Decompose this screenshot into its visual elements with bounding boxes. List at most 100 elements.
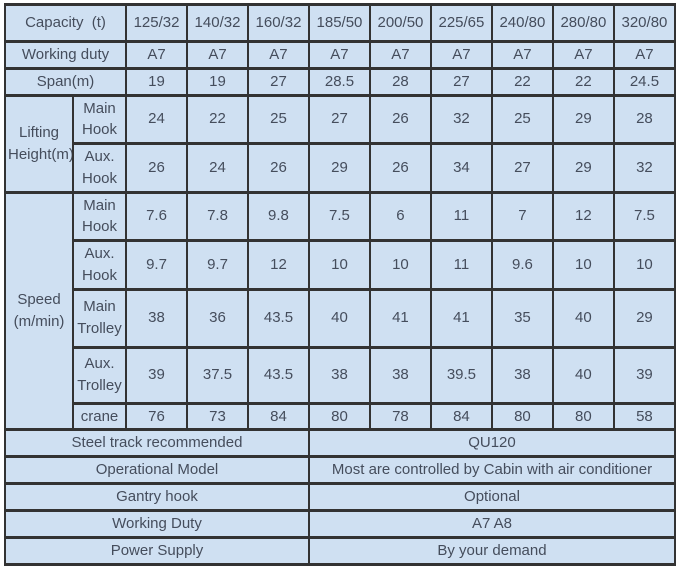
span-value: 22: [551, 66, 615, 97]
speed-crane-value: 78: [368, 401, 432, 432]
lifting-main-hook-row: Lifting Height(m) Main Hook 24 22 25 27 …: [4, 93, 677, 194]
span-label: Span(m): [3, 66, 128, 97]
speed-aux-hook-label: Aux. Hook: [71, 239, 128, 291]
lifting-main-hook-value: 32: [429, 93, 493, 145]
gantry-hook-row: Gantry hook Optional: [4, 482, 677, 513]
span-value: 22: [490, 66, 554, 97]
working-duty-value: A7: [246, 40, 310, 70]
speed-main-hook-value: 12: [551, 190, 615, 242]
gantry-hook-value: Optional: [307, 482, 677, 513]
speed-main-trolley-value: 40: [551, 287, 615, 349]
capacity-model-cell: 225/65: [429, 3, 493, 43]
speed-main-hook-value: 7.8: [186, 190, 249, 242]
lifting-aux-hook-row: Aux. Hook 26 24 26 29 26 34 27 29 32: [5, 142, 677, 194]
speed-main-trolley-value: 29: [612, 287, 677, 349]
lifting-main-hook-value: 25: [246, 93, 310, 145]
speed-main-trolley-row: Main Trolley 38 36 43.5 40 41 41 35 40 2…: [5, 287, 677, 349]
speed-main-hook-value: 7.6: [125, 190, 188, 242]
span-value: 19: [186, 66, 249, 97]
span-row: Span(m) 19 19 27 28.5 28 27 22 22 24.5: [3, 66, 677, 97]
span-value: 28.5: [307, 66, 371, 97]
power-supply-value: By your demand: [307, 536, 677, 566]
speed-aux-hook-row: Aux. Hook 9.7 9.7 12 10 10 11 9.6 10 10: [5, 239, 677, 291]
speed-crane-value: 84: [429, 401, 493, 432]
speed-main-trolley-value: 41: [368, 287, 432, 349]
working-duty-value: A7: [186, 40, 249, 70]
capacity-model-cell: 125/32: [125, 3, 188, 43]
steel-track-value: QU120: [307, 428, 677, 459]
speed-aux-trolley-value: 39: [125, 345, 188, 405]
speed-aux-hook-value: 12: [246, 239, 310, 291]
speed-aux-hook-value: 10: [368, 239, 432, 291]
speed-aux-trolley-row: Aux. Trolley 39 37.5 43.5 38 38 39.5 38 …: [5, 345, 677, 405]
speed-aux-hook-value: 10: [551, 239, 615, 291]
speed-group-label: Speed (m/min): [4, 190, 74, 432]
speed-crane-value: 80: [551, 401, 615, 432]
power-supply-row: Power Supply By your demand: [4, 536, 677, 566]
working-duty-footer-row: Working Duty A7 A8: [4, 509, 677, 540]
speed-aux-trolley-label: Aux. Trolley: [71, 345, 128, 405]
lifting-aux-hook-label: Aux. Hook: [71, 142, 128, 194]
working-duty-value: A7: [368, 40, 432, 70]
speed-aux-hook-value: 11: [429, 239, 493, 291]
speed-main-hook-value: 9.8: [246, 190, 310, 242]
span-value: 27: [429, 66, 493, 97]
lifting-aux-hook-value: 32: [612, 142, 677, 194]
speed-aux-trolley-value: 37.5: [186, 345, 249, 405]
working-duty-footer-label: Working Duty: [4, 509, 310, 540]
crane-spec-sheet: Capacity (t) 125/32 140/32 160/32 185/50…: [3, 3, 677, 566]
steel-track-row: Steel track recommended QU120: [4, 428, 677, 459]
lifting-aux-hook-value: 26: [368, 142, 432, 194]
gantry-hook-label: Gantry hook: [4, 482, 310, 513]
speed-main-trolley-value: 38: [125, 287, 188, 349]
speed-main-trolley-value: 41: [429, 287, 493, 349]
working-duty-row: Working duty A7 A7 A7 A7 A7 A7 A7 A7 A7: [3, 40, 677, 70]
working-duty-value: A7: [125, 40, 188, 70]
speed-crane-value: 80: [307, 401, 371, 432]
crane-spec-table: Capacity (t) 125/32 140/32 160/32 185/50…: [3, 3, 677, 566]
speed-aux-trolley-value: 43.5: [246, 345, 310, 405]
speed-main-hook-value: 7.5: [307, 190, 371, 242]
lifting-main-hook-value: 29: [551, 93, 615, 145]
capacity-model-cell: 320/80: [612, 3, 677, 43]
speed-main-hook-value: 6: [368, 190, 432, 242]
speed-main-trolley-value: 35: [490, 287, 554, 349]
speed-main-trolley-value: 43.5: [246, 287, 310, 349]
speed-aux-trolley-value: 40: [551, 345, 615, 405]
working-duty-footer-value: A7 A8: [307, 509, 677, 540]
lifting-aux-hook-value: 27: [490, 142, 554, 194]
lifting-main-hook-value: 26: [368, 93, 432, 145]
capacity-model-cell: 200/50: [368, 3, 432, 43]
speed-main-hook-label: Main Hook: [71, 190, 128, 242]
speed-crane-label: crane: [71, 401, 128, 432]
working-duty-value: A7: [490, 40, 554, 70]
lifting-aux-hook-value: 29: [307, 142, 371, 194]
capacity-model-cell: 240/80: [490, 3, 554, 43]
steel-track-label: Steel track recommended: [4, 428, 310, 459]
speed-aux-trolley-value: 39.5: [429, 345, 493, 405]
capacity-row: Capacity (t) 125/32 140/32 160/32 185/50…: [3, 3, 677, 43]
span-value: 24.5: [612, 66, 677, 97]
speed-main-hook-value: 7: [490, 190, 554, 242]
lifting-main-hook-label: Main Hook: [71, 93, 128, 145]
capacity-header-cell: Capacity (t): [3, 3, 128, 43]
lifting-main-hook-value: 25: [490, 93, 554, 145]
speed-aux-hook-value: 9.7: [125, 239, 188, 291]
lifting-aux-hook-value: 29: [551, 142, 615, 194]
working-duty-value: A7: [612, 40, 677, 70]
lifting-main-hook-value: 28: [612, 93, 677, 145]
speed-crane-row: crane 76 73 84 80 78 84 80 80 58: [5, 401, 677, 432]
speed-main-trolley-value: 36: [186, 287, 249, 349]
lifting-aux-hook-value: 24: [186, 142, 249, 194]
span-value: 28: [368, 66, 432, 97]
lifting-main-hook-value: 22: [186, 93, 249, 145]
lifting-aux-hook-value: 26: [246, 142, 310, 194]
speed-aux-hook-value: 9.6: [490, 239, 554, 291]
speed-crane-value: 58: [612, 401, 677, 432]
capacity-model-cell: 280/80: [551, 3, 615, 43]
speed-main-hook-row: Speed (m/min) Main Hook 7.6 7.8 9.8 7.5 …: [4, 190, 677, 432]
speed-aux-hook-value: 9.7: [186, 239, 249, 291]
speed-crane-value: 76: [125, 401, 188, 432]
capacity-model-cell: 160/32: [246, 3, 310, 43]
speed-crane-value: 84: [246, 401, 310, 432]
